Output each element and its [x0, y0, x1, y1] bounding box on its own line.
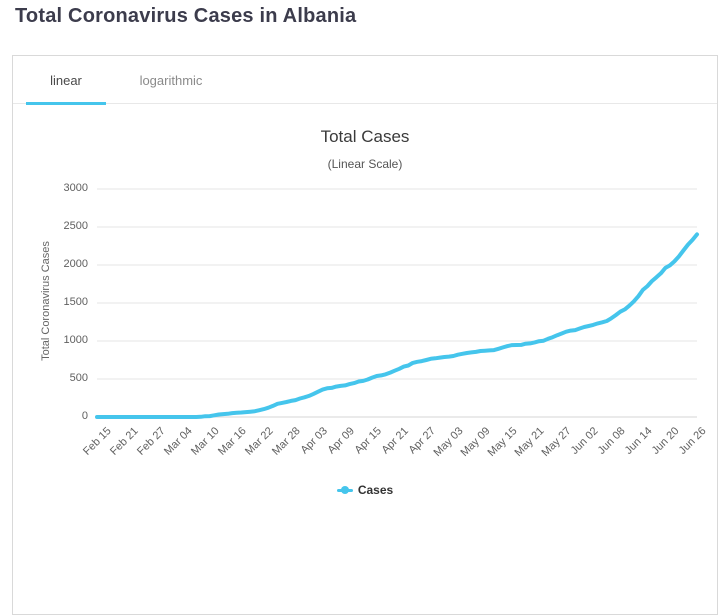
chart-panel: linear logarithmic Total Cases (Linear S…: [12, 55, 718, 615]
legend[interactable]: Cases: [13, 483, 717, 497]
y-tick-label: 2500: [63, 220, 88, 232]
page-title: Total Coronavirus Cases in Albania: [15, 5, 357, 27]
y-tick-label: 500: [69, 372, 88, 384]
plot-area: [95, 188, 699, 419]
y-tick-label: 1500: [63, 296, 88, 308]
tab-linear-label: linear: [50, 72, 82, 88]
chart-subtitle: (Linear Scale): [327, 157, 403, 171]
y-tick-label: 1000: [63, 334, 88, 346]
tab-logarithmic[interactable]: logarithmic: [123, 56, 219, 104]
total-cases-chart: Total Cases (Linear Scale) Total Coronav…: [13, 105, 717, 575]
scale-tabs: linear logarithmic: [13, 56, 717, 105]
cases-line-series[interactable]: [95, 232, 699, 419]
line-series-legend-icon: [336, 486, 353, 494]
y-tick-label: 3000: [63, 182, 88, 194]
legend-label: Cases: [357, 483, 394, 497]
y-tick-label: 0: [81, 410, 88, 422]
chart-title: Total Cases: [320, 127, 410, 146]
tab-logarithmic-label: logarithmic: [139, 72, 203, 88]
y-tick-label: 2000: [63, 258, 88, 270]
tab-linear[interactable]: linear: [26, 56, 106, 105]
